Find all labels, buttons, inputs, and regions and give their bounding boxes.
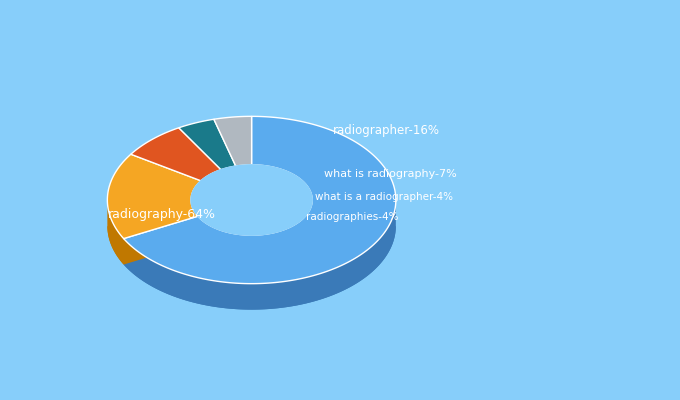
- Polygon shape: [124, 116, 396, 284]
- Polygon shape: [131, 128, 221, 181]
- Text: what is radiography-7%: what is radiography-7%: [324, 169, 456, 179]
- Polygon shape: [179, 119, 236, 170]
- Polygon shape: [124, 226, 396, 310]
- Text: radiography-64%: radiography-64%: [108, 208, 216, 221]
- Polygon shape: [124, 200, 396, 310]
- Polygon shape: [107, 200, 124, 264]
- Polygon shape: [198, 200, 312, 261]
- Polygon shape: [191, 200, 198, 242]
- Polygon shape: [107, 154, 201, 238]
- Polygon shape: [214, 116, 252, 166]
- Text: what is a radiographer-4%: what is a radiographer-4%: [315, 192, 453, 202]
- Polygon shape: [191, 165, 312, 235]
- Text: radiographer-16%: radiographer-16%: [333, 124, 439, 137]
- Polygon shape: [107, 226, 198, 264]
- Text: radiographies-4%: radiographies-4%: [307, 212, 399, 222]
